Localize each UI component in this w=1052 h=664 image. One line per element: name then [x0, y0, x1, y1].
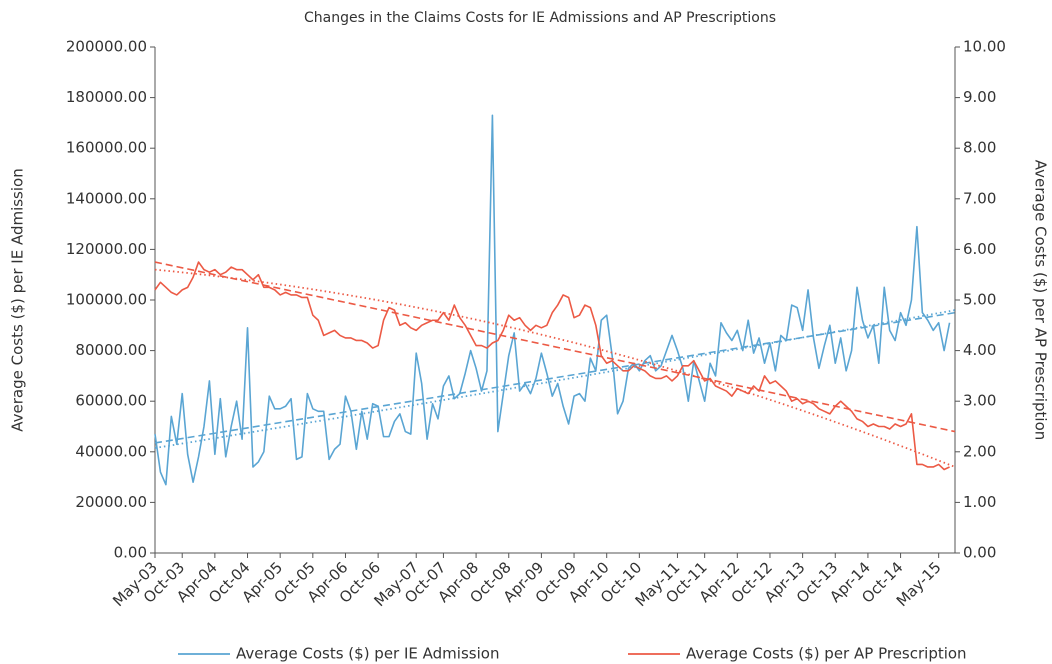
series-line — [154, 114, 951, 486]
y-axis-title: Average Costs ($) per IE Admission — [9, 168, 27, 431]
y-tick-label: 120000.00 — [66, 240, 147, 258]
y2-tick-label: 1.00 — [963, 493, 996, 511]
series-line — [154, 261, 950, 471]
y-tick-label: 20000.00 — [75, 493, 147, 511]
y2-tick-label: 4.00 — [963, 341, 996, 359]
y-tick-label: 80000.00 — [75, 341, 147, 359]
y2-tick-label: 5.00 — [963, 291, 996, 309]
legend-label: Average Costs ($) per AP Prescription — [686, 645, 967, 663]
legend-label: Average Costs ($) per IE Admission — [236, 645, 499, 663]
y2-tick-label: 0.00 — [963, 544, 996, 562]
y-tick-label: 100000.00 — [66, 291, 147, 309]
chart-title: Changes in the Claims Costs for IE Admis… — [304, 10, 776, 26]
y-tick-label: 60000.00 — [75, 392, 147, 410]
y2-tick-label: 2.00 — [963, 442, 996, 460]
y2-tick-label: 6.00 — [963, 240, 996, 258]
y-tick-label: 140000.00 — [66, 189, 147, 207]
trendline-polynomial — [154, 268, 956, 468]
y2-tick-label: 10.00 — [963, 38, 1006, 56]
trendline-linear — [154, 261, 956, 433]
y2-tick-label: 7.00 — [963, 189, 996, 207]
y-tick-label: 180000.00 — [66, 88, 147, 106]
y2-tick-label: 3.00 — [963, 392, 996, 410]
trendline-polynomial — [154, 309, 956, 449]
y-tick-label: 200000.00 — [66, 38, 147, 56]
y-tick-label: 0.00 — [114, 544, 147, 562]
y2-tick-label: 8.00 — [963, 139, 996, 157]
y-tick-label: 40000.00 — [75, 442, 147, 460]
y2-axis-title: Average Costs ($) per AP Prescription — [1032, 160, 1050, 441]
y2-tick-label: 9.00 — [963, 88, 996, 106]
y-tick-label: 160000.00 — [66, 139, 147, 157]
